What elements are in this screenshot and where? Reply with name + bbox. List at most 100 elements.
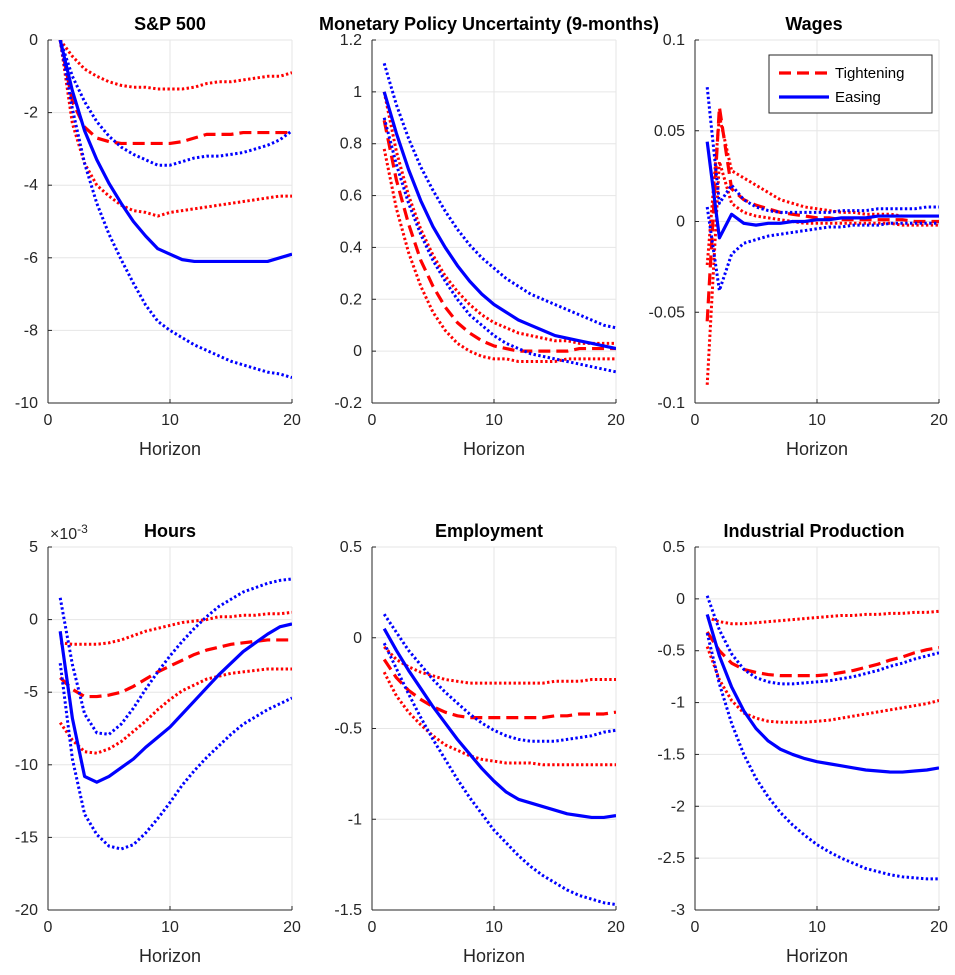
y-tick-label: 0: [29, 612, 38, 629]
y-tick-label: -0.05: [649, 304, 686, 321]
y-tick-label: 0.5: [663, 539, 685, 556]
panel-1: 0 10 20 0 -2 -4 -6 -8 -10 S&P 500 Horizon: [15, 14, 301, 459]
y-tick-label: -6: [24, 250, 38, 267]
y-tick-label: 0: [29, 32, 38, 49]
y-tick-label: 0: [353, 630, 362, 647]
tightening-point-line: [705, 631, 939, 678]
tightening-band-line: [58, 40, 292, 91]
axis-scale-label: ×10-3: [50, 522, 88, 543]
easing-band-line: [58, 40, 292, 380]
legend-box: [768, 54, 933, 114]
tightening-band-line: [60, 610, 292, 646]
y-tick-label: -0.5: [657, 643, 685, 660]
x-tick-label: 10: [808, 919, 826, 936]
y-tick-label: 5: [29, 539, 38, 556]
panel-3: 0 10 20 0.1 0.05 0 -0.05 -0.1 Wages Horizon Tighte…: [649, 14, 948, 459]
legend-label-easing: Easing: [835, 89, 881, 106]
easing-band-line: [382, 117, 616, 374]
easing-band-line: [58, 40, 292, 167]
tightening-band-line: [706, 609, 939, 626]
panel-title: Industrial Production: [723, 521, 904, 541]
series-group: [705, 595, 939, 881]
easing-band-line: [705, 632, 939, 881]
x-tick-label: 20: [607, 919, 625, 936]
x-tick-label: 20: [930, 412, 948, 429]
tightening-band-line: [705, 114, 939, 266]
legend: Tightening Easing: [768, 54, 933, 114]
y-tick-label: 1.2: [340, 32, 362, 49]
easing-point-line: [705, 141, 939, 240]
easing-point-line: [58, 622, 292, 784]
tightening-band-line: [58, 667, 292, 755]
x-axis-label: Horizon: [786, 946, 848, 966]
panel-4: 0 10 20 5 0 -5 -10 -15 -20 ×10-3 Hours Horizon: [15, 521, 301, 966]
y-tick-label: -20: [15, 902, 38, 919]
y-tick-label: 0: [676, 214, 685, 231]
panel-title: Monetary Policy Uncertainty (9-months): [319, 14, 659, 34]
series-group: [382, 62, 616, 374]
tightening-band-line: [382, 671, 616, 767]
panel-6: 0 10 20 0.5 0 -0.5 -1 -1.5 -2 -2.5 -3 Industrial Pr…: [657, 521, 948, 966]
y-tick-label: 0.4: [340, 239, 362, 256]
easing-point-line: [382, 627, 616, 820]
x-tick-label: 10: [161, 919, 179, 936]
x-tick-label: 0: [691, 919, 700, 936]
x-tick-label: 20: [607, 412, 625, 429]
easing-band-line: [382, 613, 616, 743]
y-tick-label: -2.5: [657, 850, 685, 867]
y-tick-label: -0.1: [657, 395, 685, 412]
easing-band-line: [58, 577, 292, 736]
x-tick-label: 10: [485, 919, 503, 936]
y-tick-label: -1: [671, 695, 685, 712]
y-tick-label: 0.8: [340, 136, 362, 153]
x-tick-label: 20: [283, 412, 301, 429]
easing-point-line: [382, 91, 616, 351]
y-tick-label: -5: [24, 684, 38, 701]
series-group: [382, 613, 616, 907]
y-tick-label: -8: [24, 322, 38, 339]
panel-title: Wages: [785, 14, 842, 34]
tightening-point-line: [59, 638, 292, 699]
y-tick-label: 0.5: [340, 539, 362, 556]
x-axis-label: Horizon: [786, 439, 848, 459]
x-tick-label: 0: [368, 919, 377, 936]
panel-title: Hours: [144, 521, 196, 541]
tightening-band-line: [58, 40, 292, 218]
easing-band-line: [382, 62, 616, 330]
x-tick-label: 0: [44, 919, 53, 936]
x-axis-label: Horizon: [463, 439, 525, 459]
x-tick-label: 10: [161, 412, 179, 429]
y-tick-label: -0.5: [334, 721, 362, 738]
panel-title: Employment: [435, 521, 543, 541]
panel-2: 0 10 20 1.2 1 0.8 0.6 0.4 0.2 0 -0.2 Monetary Polic…: [319, 14, 659, 459]
x-tick-label: 0: [368, 412, 377, 429]
legend-label-tightening: Tightening: [835, 65, 905, 82]
y-tick-label: 0: [676, 591, 685, 608]
easing-band-line: [705, 206, 939, 292]
y-tick-label: -2: [24, 105, 38, 122]
tightening-point-line: [382, 120, 616, 353]
y-tick-label: -1.5: [334, 902, 362, 919]
y-tick-label: 0.6: [340, 188, 362, 205]
easing-band-line: [58, 662, 292, 851]
easing-band-line: [382, 642, 616, 907]
tightening-band-line: [383, 645, 616, 685]
tightening-band-line: [382, 148, 616, 364]
easing-band-line: [705, 595, 939, 686]
y-tick-label: 0.1: [663, 32, 685, 49]
y-tick-label: -10: [15, 757, 38, 774]
easing-band-line: [705, 87, 939, 214]
easing-point-line: [58, 40, 292, 264]
y-tick-label: -1.5: [657, 746, 685, 763]
axis-scale-exponent: -3: [77, 522, 88, 536]
y-tick-label: -3: [671, 902, 685, 919]
x-tick-label: 10: [808, 412, 826, 429]
tightening-point-line: [382, 658, 616, 720]
tightening-point-line: [58, 40, 292, 146]
panel-5: 0 10 20 0.5 0 -0.5 -1 -1.5 Employment Horizon: [334, 521, 625, 966]
y-tick-label: 0: [353, 343, 362, 360]
x-axis-label: Horizon: [463, 946, 525, 966]
easing-point-line: [705, 613, 939, 774]
y-tick-label: -0.2: [334, 395, 362, 412]
x-tick-label: 20: [283, 919, 301, 936]
